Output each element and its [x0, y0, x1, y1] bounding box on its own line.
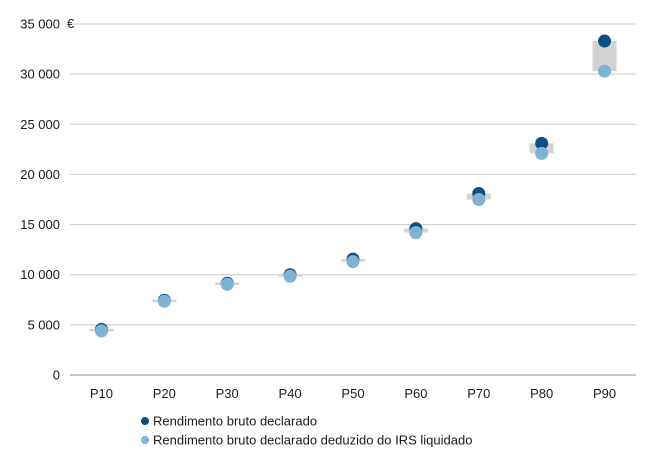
point-income-net-of-irs: [346, 255, 360, 269]
y-tick-label: 15 000: [20, 217, 60, 232]
y-tick-label: 0: [53, 368, 60, 383]
legend-marker: [141, 417, 149, 425]
y-tick-label: 30 000: [20, 67, 60, 82]
point-gross-income: [598, 34, 612, 48]
point-gross-income: [535, 136, 549, 150]
legend-label: Rendimento bruto declarado deduzido do I…: [153, 433, 472, 448]
y-tick-label: 5 000: [27, 317, 60, 332]
x-tick-label: P50: [341, 386, 364, 401]
x-tick-label: P60: [404, 386, 427, 401]
legend-marker: [141, 436, 149, 444]
axis-layer: 0 5 000 10 000 15 000 20 000 25 000 30 000 35 0…: [20, 17, 636, 401]
x-tick-label: P10: [90, 386, 113, 401]
point-layer: [94, 34, 612, 338]
x-tick-label: P80: [530, 386, 553, 401]
y-tick-label: 20 000: [20, 167, 60, 182]
x-tick-label: P20: [153, 386, 176, 401]
y-tick-label: 35 000: [20, 17, 60, 32]
y-unit-label: €: [67, 16, 75, 31]
y-tick-label: 10 000: [20, 267, 60, 282]
point-income-net-of-irs: [94, 324, 108, 338]
point-income-net-of-irs: [283, 269, 297, 283]
y-tick-label: 25 000: [20, 117, 60, 132]
x-tick-label: P90: [593, 386, 616, 401]
range-band-layer: [89, 41, 617, 332]
legend: Rendimento bruto declarado Rendimento bru…: [141, 414, 472, 448]
x-tick-label: P30: [216, 386, 239, 401]
point-income-net-of-irs: [220, 277, 234, 291]
grid-layer: [70, 23, 636, 326]
point-income-net-of-irs: [598, 64, 612, 78]
point-income-net-of-irs: [157, 294, 171, 308]
legend-entry-gross-income: Rendimento bruto declarado: [141, 414, 317, 429]
point-income-net-of-irs: [472, 193, 486, 206]
legend-entry-income-net-of-irs: Rendimento bruto declarado deduzido do I…: [141, 433, 472, 448]
x-tick-label: P40: [279, 386, 302, 401]
point-income-net-of-irs: [409, 226, 423, 240]
legend-label: Rendimento bruto declarado: [153, 414, 317, 429]
x-tick-label: P70: [467, 386, 490, 401]
point-income-net-of-irs: [535, 146, 549, 160]
